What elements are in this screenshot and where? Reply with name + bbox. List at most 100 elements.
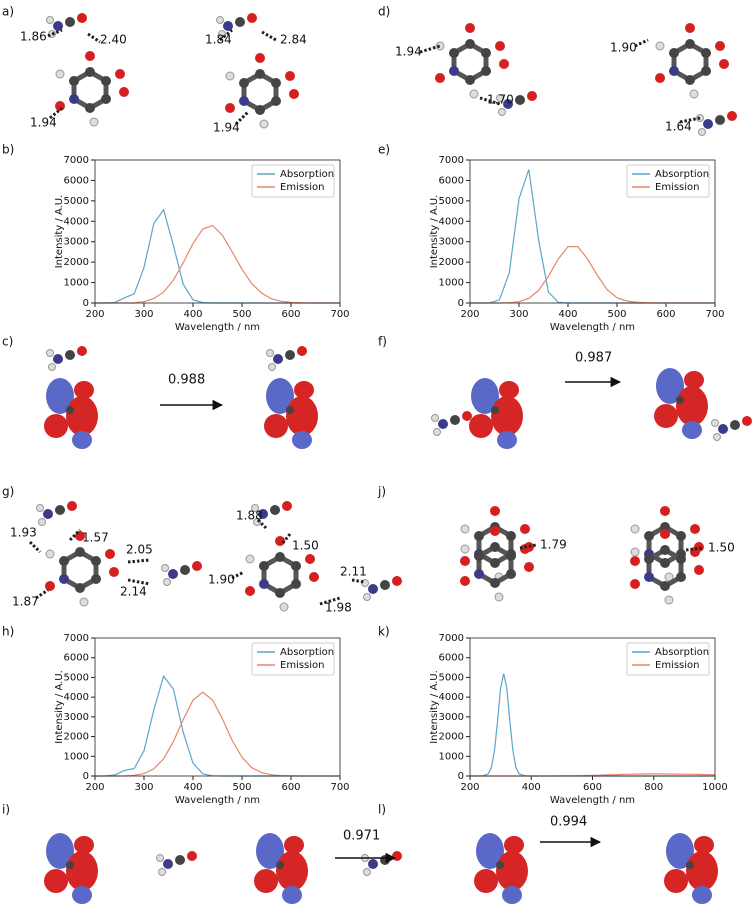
legend-label: Emission [655, 182, 700, 193]
molecule [696, 110, 738, 136]
y-tick-label: 2000 [439, 732, 464, 743]
series-line [95, 691, 340, 777]
distance: 1.88 [236, 509, 263, 523]
panel-labels: a) b) c) d) e) f) g) h) i) j) k) l) [2, 5, 390, 817]
y-tick-label: 1000 [64, 751, 89, 762]
orbital [469, 378, 523, 449]
distance: 1.64 [665, 120, 692, 134]
molecule [46, 345, 88, 371]
h-bond [28, 518, 365, 606]
panel-label: g) [2, 485, 14, 499]
y-tick-label: 0 [458, 298, 464, 309]
plot-frame [94, 637, 341, 777]
x-tick-label: 400 [558, 309, 577, 320]
y-tick-label: 6000 [439, 653, 464, 664]
y-axis-label: Intensity / A.U. [54, 195, 65, 269]
coefficient: 0.994 [550, 815, 587, 830]
x-tick-label: 500 [607, 309, 626, 320]
orbital [664, 833, 718, 904]
distance: 1.84 [205, 33, 232, 47]
molecule [36, 500, 78, 526]
panel-label: i) [2, 803, 10, 817]
annotations: 1.86 2.40 1.94 1.84 2.84 1.94 1.94 1.70 … [10, 30, 735, 844]
legend-label: Emission [655, 660, 700, 671]
legend-label: Absorption [655, 647, 709, 658]
legend-box [626, 642, 710, 676]
y-tick-label: 3000 [64, 712, 89, 723]
y-tick-label: 3000 [439, 237, 464, 248]
legend-label: Emission [280, 182, 325, 193]
series-line [95, 674, 340, 777]
distance: 1.90 [208, 573, 235, 587]
distance: 1.94 [395, 45, 422, 59]
plot-frame [94, 159, 341, 304]
x-tick-label: 200 [460, 309, 479, 320]
distance: 2.11 [340, 565, 367, 579]
molecule [630, 506, 704, 581]
distance: 2.14 [120, 585, 147, 599]
y-tick-label: 5000 [439, 196, 464, 207]
molecule [161, 560, 203, 586]
y-tick-label: 6000 [64, 175, 89, 186]
molecule [55, 51, 129, 126]
x-axis-label: Wavelength / nm [550, 795, 635, 806]
panel-label: b) [2, 143, 14, 157]
distance: 2.05 [126, 543, 153, 557]
x-tick-label: 600 [656, 309, 675, 320]
x-tick-label: 400 [183, 782, 202, 793]
y-tick-label: 4000 [64, 216, 89, 227]
y-tick-label: 7000 [439, 633, 464, 644]
series-line [95, 208, 340, 304]
y-tick-label: 1000 [64, 278, 89, 289]
y-tick-label: 4000 [64, 692, 89, 703]
y-tick-label: 7000 [439, 155, 464, 166]
distance: 1.93 [10, 526, 37, 540]
molecule [361, 575, 403, 601]
y-tick-label: 1000 [439, 278, 464, 289]
x-tick-label: 300 [134, 782, 153, 793]
molecule [156, 850, 198, 876]
x-tick-label: 800 [644, 782, 663, 793]
x-tick-label: 500 [232, 309, 251, 320]
x-tick-label: 700 [705, 309, 724, 320]
y-tick-label: 6000 [64, 653, 89, 664]
y-tick-label: 0 [83, 771, 89, 782]
plot-frame [469, 159, 716, 304]
distance: 1.70 [487, 93, 514, 107]
panel-label: k) [378, 625, 390, 639]
series-line [470, 673, 715, 777]
molecule [266, 345, 308, 371]
distance: 1.86 [20, 30, 47, 44]
panel-label: j) [377, 485, 386, 499]
h-bond [519, 543, 703, 552]
orbital [264, 378, 318, 449]
distance: 1.98 [325, 601, 352, 615]
y-axis-label: Intensity / A.U. [429, 670, 440, 744]
y-tick-label: 4000 [439, 692, 464, 703]
plot-frame [469, 637, 716, 777]
y-tick-label: 3000 [64, 237, 89, 248]
x-tick-label: 700 [330, 782, 349, 793]
line-chart: 0 1000 2000 3000 4000 5000 6000 7000 200 400 600 80… [429, 633, 728, 806]
y-tick-label: 5000 [64, 196, 89, 207]
molecule [435, 23, 509, 98]
line-chart: 0 1000 2000 3000 4000 5000 6000 7000 200 300 400 50… [54, 155, 350, 333]
x-tick-label: 1000 [702, 782, 727, 793]
y-axis-label: Intensity / A.U. [54, 670, 65, 744]
legend-label: Absorption [655, 169, 709, 180]
legend-label: Absorption [280, 169, 334, 180]
orbital [254, 833, 308, 904]
coefficient: 0.971 [343, 829, 380, 844]
distance: 1.50 [708, 541, 735, 555]
panel-label: a) [2, 5, 14, 19]
coefficient: 0.988 [168, 373, 205, 388]
orbital [44, 378, 98, 449]
x-tick-label: 400 [183, 309, 202, 320]
molecule [431, 410, 473, 436]
x-tick-label: 700 [330, 309, 349, 320]
line-chart: 0 1000 2000 3000 4000 5000 6000 7000 200 300 400 50… [54, 633, 350, 806]
molecule [361, 850, 403, 876]
x-tick-label: 300 [509, 309, 528, 320]
legend-label: Absorption [280, 647, 334, 658]
